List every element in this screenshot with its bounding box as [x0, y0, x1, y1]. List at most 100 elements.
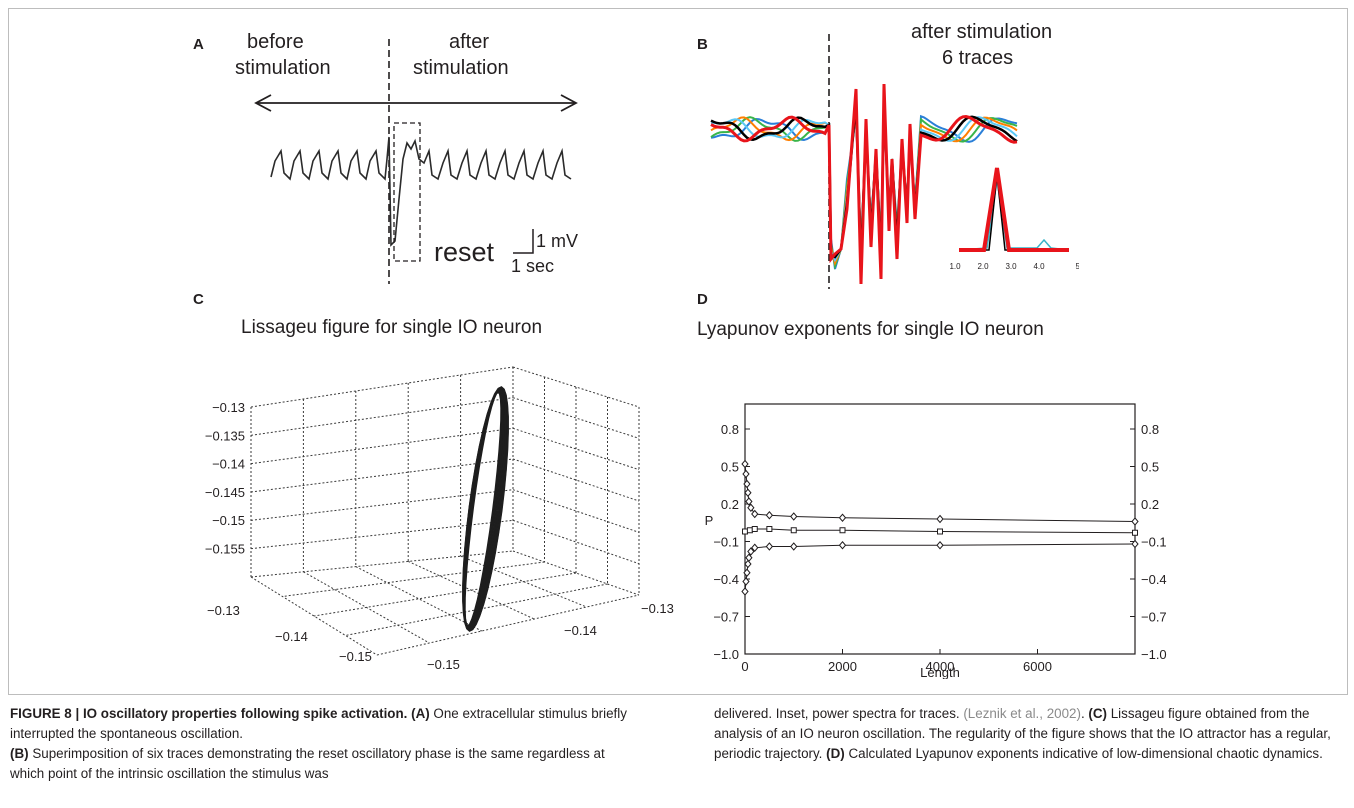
caption-citation[interactable]: (Leznik et al., 2002): [963, 706, 1081, 721]
panel-d-label: D: [697, 291, 708, 308]
panel-d-y-tick-label-right: −1.0: [1141, 647, 1167, 662]
panel-c-grid-line: [460, 555, 587, 608]
panel-d-point: [839, 527, 846, 534]
panel-d-point: [1131, 517, 1139, 526]
panel-d-point: [742, 528, 748, 535]
panel-c-x-tick-label: −0.13: [207, 603, 240, 618]
panel-c-grid-line: [250, 366, 514, 408]
panel-d-ylabel: P: [705, 513, 714, 528]
panel-d-point: [838, 513, 847, 523]
panel-d-point: [936, 514, 944, 524]
caption-a-text: One extracellular stimulus briefly inter…: [10, 706, 627, 741]
panel-d-point: [745, 497, 753, 506]
panel-c-y-tick-label: −0.14: [564, 623, 597, 638]
panel-c-z-tick-label: −0.14: [212, 457, 245, 472]
panel-d-y-tick-label: −1.0: [713, 647, 739, 662]
panel-b-label: B: [697, 36, 708, 53]
panel-b-inset-tick-label: 3.0: [1005, 262, 1017, 271]
panel-d-point: [751, 543, 759, 553]
panel-d-title: Lyapunov exponents for single IO neuron: [697, 319, 1044, 340]
panel-a-after-label: after: [449, 31, 490, 53]
panel-b-inset-tick-label: 5.0: [1075, 262, 1079, 271]
panel-d-point: [747, 503, 755, 513]
panel-d-point: [751, 526, 758, 532]
panel-c-attractor-loop: [462, 386, 509, 632]
panel-c-z-tick-label: −0.15: [212, 513, 245, 528]
caption-c-text: Lissageu figure obtained from the analys…: [714, 706, 1331, 761]
panel-a-plot: [254, 39, 578, 284]
caption-c-tag: (C): [1088, 706, 1107, 721]
panel-d-point: [765, 510, 774, 520]
panel-d-point: [745, 553, 753, 563]
panel-c-x-tick-label: −0.14: [275, 629, 308, 644]
panel-d-point: [1131, 539, 1139, 549]
panel-d-x-tick-label: 4000: [926, 659, 955, 674]
panel-c-grid-line: [250, 550, 514, 578]
panel-d-y-tick-label: 0.2: [721, 497, 739, 512]
panel-c-z-tick-label: −0.13: [212, 400, 245, 415]
caption-figure-title: FIGURE 8 | IO oscillatory properties fol…: [10, 706, 408, 721]
panel-b-title-2: 6 traces: [942, 47, 1014, 69]
panel-d-point: [742, 469, 750, 479]
panel-b-inset-spectrum-cyan: [958, 179, 1070, 251]
panel-c-grid-line: [407, 560, 535, 620]
panel-c-z-tick-label: −0.155: [205, 542, 245, 557]
panel-d-point: [746, 527, 753, 534]
panel-d-x-tick-label: 6000: [1023, 659, 1052, 674]
panel-c-grid-line: [250, 458, 514, 493]
panel-a-reset-label: reset: [434, 237, 495, 267]
caption-right-column: delivered. Inset, power spectra for trac…: [714, 704, 1346, 764]
panel-c-grid-line: [282, 561, 545, 597]
panel-c-label: C: [193, 291, 204, 308]
panel-d-x-tick-label: 2000: [828, 659, 857, 674]
caption-left-column: FIGURE 8 | IO oscillatory properties fol…: [10, 704, 642, 784]
panel-c-z-tick-label: −0.145: [205, 485, 245, 500]
panel-b-trace-6: [710, 83, 1018, 285]
panel-d-series-line-3: [744, 543, 1136, 592]
caption-a-tag: (A): [411, 706, 430, 721]
panel-d-y-tick-label: 0.8: [721, 422, 739, 437]
panel-c-grid-line: [250, 519, 514, 550]
panel-b-inset-tick-label: 2.0: [977, 262, 989, 271]
panel-c-y-tick-label: −0.15: [427, 657, 460, 672]
panel-b-title-1: after stimulation: [911, 21, 1053, 43]
panel-c-plot: −0.13 −0.135 −0.14 −0.145 −0.15 −0.155 −0.13 −0…: [205, 366, 674, 672]
panel-c-grid-line: [355, 566, 483, 632]
panel-d-y-tick-label: 0.5: [721, 460, 739, 475]
caption-d-tag: (D): [826, 746, 845, 761]
panel-a-scale-bar: [513, 229, 534, 254]
panel-a-before-label-2: stimulation: [235, 57, 331, 79]
panel-d-point: [766, 526, 773, 532]
caption-b-text: Superimposition of six traces demonstrat…: [10, 746, 605, 781]
panel-d-y-tick-label-right: −0.7: [1141, 610, 1167, 625]
panel-d-y-tick-label: −0.4: [713, 572, 739, 587]
panel-d-point: [743, 568, 751, 578]
panel-c-grid-line: [313, 572, 577, 617]
panel-d-y-tick-label-right: −0.1: [1141, 535, 1167, 550]
panel-d-y-tick-label-right: −0.4: [1141, 572, 1167, 587]
panel-a-label: A: [193, 36, 204, 53]
panel-c-grid-line: [512, 519, 640, 565]
panel-d-point: [936, 540, 944, 550]
panel-a-after-label-2: stimulation: [413, 57, 509, 79]
panel-d-xlabel: Length: [920, 665, 960, 679]
panel-d-point: [790, 512, 798, 521]
panel-d-point: [765, 542, 774, 551]
panel-d-point: [741, 459, 749, 469]
panel-d-series-line-1: [744, 463, 1136, 522]
panel-d-point: [747, 547, 755, 556]
panel-d-point: [744, 488, 752, 498]
caption-b-tag: (B): [10, 746, 29, 761]
panel-a-arrowhead-right: [560, 94, 578, 112]
caption-d-text: Calculated Lyapunov exponents indicative…: [844, 746, 1323, 761]
panel-d-x-tick-label: 0: [741, 659, 748, 674]
panel-d-point: [743, 479, 751, 489]
panel-a-scale-voltage: 1 mV: [536, 231, 579, 251]
panel-d-y-tick-label-right: 0.5: [1141, 460, 1159, 475]
panel-b-plot: 1.0 2.0 3.0 4.0 5.0: [710, 34, 1079, 289]
panel-d-point: [751, 509, 759, 519]
panel-c-grid-line: [250, 427, 514, 465]
panel-a-before-label: before: [247, 31, 304, 53]
panel-c-y-tick-label: −0.13: [641, 601, 674, 616]
figure-frame: A before stimulation after stimulation r…: [8, 8, 1348, 695]
